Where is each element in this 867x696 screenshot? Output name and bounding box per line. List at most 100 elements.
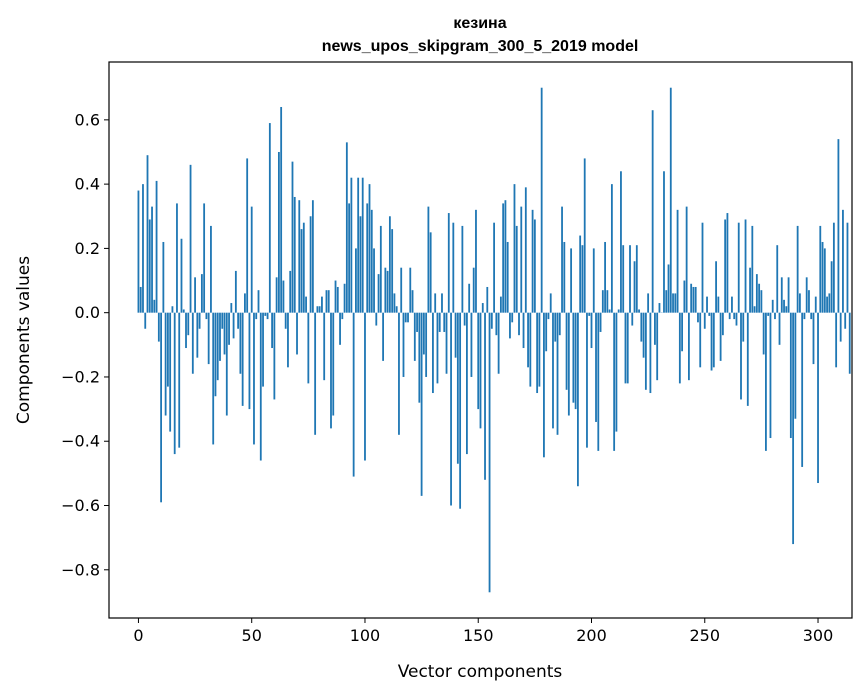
bar <box>552 312 554 429</box>
bar <box>819 225 822 313</box>
bar <box>339 312 341 345</box>
bar <box>792 312 795 545</box>
bar <box>801 312 804 467</box>
bar <box>212 312 215 445</box>
bar <box>456 312 459 464</box>
bar <box>577 312 579 487</box>
bar <box>586 312 588 448</box>
bar <box>830 261 833 313</box>
bar <box>230 303 233 313</box>
bar <box>443 312 446 332</box>
bar <box>835 312 838 368</box>
bar <box>572 312 575 403</box>
plot-frame <box>108 61 853 619</box>
bar <box>674 293 677 313</box>
bar <box>789 312 792 439</box>
bar <box>717 296 720 313</box>
bar <box>153 299 156 313</box>
bar <box>441 293 443 313</box>
bar <box>536 312 539 394</box>
bar <box>697 312 699 323</box>
bar <box>420 312 423 496</box>
bar <box>395 306 398 313</box>
bar <box>778 312 781 345</box>
bar <box>259 312 262 461</box>
bar <box>520 206 523 313</box>
bar <box>298 200 301 313</box>
bar <box>355 248 357 313</box>
bar <box>495 312 498 336</box>
bar <box>318 306 321 313</box>
bar <box>452 222 455 313</box>
bar <box>549 293 552 313</box>
chart-subtitle: news_upos_skipgram_300_5_2019 model <box>322 38 639 55</box>
bar <box>688 312 690 381</box>
bar <box>667 264 670 313</box>
bar <box>404 312 407 323</box>
bar <box>685 206 688 313</box>
bar <box>361 177 364 313</box>
bar <box>466 312 468 455</box>
bar <box>774 312 776 320</box>
bar <box>728 312 731 320</box>
bar <box>783 299 785 313</box>
bar <box>216 312 219 381</box>
bar <box>332 312 335 416</box>
bar <box>678 312 681 384</box>
bar <box>760 290 763 313</box>
y-tick-label: −0.8 <box>61 560 100 579</box>
bar <box>547 312 550 320</box>
bar <box>454 312 457 358</box>
bar <box>692 286 695 313</box>
bar <box>221 312 224 329</box>
bar <box>384 267 387 313</box>
bar <box>502 203 505 313</box>
bar <box>468 283 471 313</box>
bar <box>638 309 640 313</box>
bar <box>273 312 276 400</box>
bar <box>436 312 439 384</box>
bar <box>438 312 441 332</box>
bar <box>352 312 355 477</box>
bar <box>357 177 360 313</box>
bar <box>658 303 661 313</box>
bar <box>699 312 702 368</box>
bar <box>597 312 600 451</box>
bar <box>185 312 187 349</box>
bar <box>166 312 169 387</box>
bar <box>434 293 437 313</box>
bar <box>427 206 430 313</box>
bar <box>574 312 577 410</box>
bar <box>654 312 656 345</box>
bar <box>262 312 264 387</box>
bar <box>477 312 480 410</box>
bar <box>366 203 369 313</box>
bar <box>642 312 645 358</box>
bar <box>180 238 183 313</box>
bar-series <box>137 87 851 593</box>
bar <box>755 274 758 313</box>
bar <box>373 248 375 313</box>
bar <box>565 312 568 390</box>
bar <box>561 206 563 313</box>
bar <box>518 312 520 336</box>
bar <box>563 241 566 313</box>
bar <box>742 312 745 342</box>
bar <box>592 248 595 313</box>
bar <box>681 312 684 352</box>
bar <box>234 270 237 313</box>
bar <box>703 312 706 329</box>
bar <box>767 312 770 316</box>
bar <box>198 312 201 329</box>
bar <box>481 303 484 313</box>
bar <box>309 216 312 313</box>
bar <box>345 142 348 313</box>
bar <box>509 312 511 339</box>
bar <box>409 267 412 313</box>
bar <box>246 158 249 313</box>
bar <box>157 312 160 342</box>
bar <box>821 241 824 313</box>
bar <box>828 293 831 313</box>
bar <box>459 312 462 509</box>
bar <box>842 209 844 313</box>
